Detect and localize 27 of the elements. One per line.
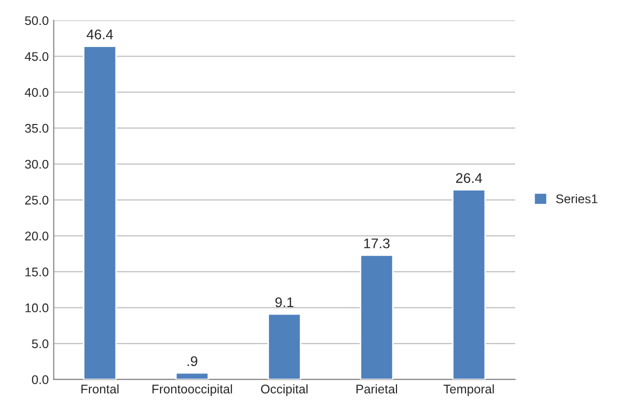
y-tick-label: 40.0	[24, 88, 48, 97]
bar	[452, 189, 486, 380]
data-label: .9	[188, 356, 198, 366]
bar	[360, 254, 394, 380]
data-label: 46.4	[86, 30, 113, 40]
y-tick-label: 15.0	[25, 268, 48, 276]
y-tick-label: 20.0	[25, 232, 48, 240]
y-tick-label: 10.0	[25, 303, 48, 312]
data-label: 9.1	[275, 297, 294, 308]
y-tick-label: 25.0	[25, 196, 48, 205]
data-label: 26.4	[456, 173, 482, 183]
x-tick-label: Frontal	[81, 384, 118, 394]
legend-label: Series1	[556, 194, 598, 204]
x-tick-label: Occipital	[261, 384, 308, 396]
x-tick-label: Temporal	[444, 384, 494, 396]
y-tick-label: 35.0	[25, 124, 48, 133]
data-label: 17.3	[364, 238, 390, 248]
bar	[268, 313, 302, 380]
y-tick-label: 50.0	[25, 16, 48, 26]
x-tick-label: Frontooccipital	[152, 384, 232, 396]
bar	[175, 372, 209, 380]
y-tick-label: 30.0	[25, 160, 48, 169]
x-tick-label: Parietal	[356, 384, 398, 394]
y-tick-label: 0.0	[32, 375, 48, 384]
y-tick-label: 45.0	[24, 52, 48, 61]
y-tick-label: 5.0	[32, 339, 48, 348]
bar	[83, 46, 117, 380]
